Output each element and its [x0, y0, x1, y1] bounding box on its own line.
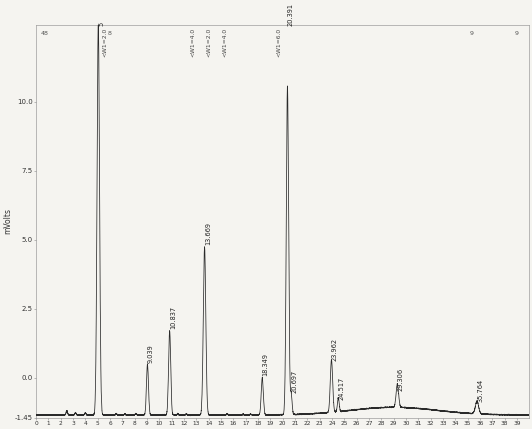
Text: 10.837: 10.837 [170, 306, 176, 329]
Text: 9.039: 9.039 [148, 344, 154, 363]
Text: 5: 5 [99, 22, 105, 26]
Text: 8: 8 [107, 30, 111, 36]
Text: <W1=4.0: <W1=4.0 [191, 27, 196, 57]
Text: 29.306: 29.306 [398, 368, 404, 391]
Text: 48: 48 [41, 30, 49, 36]
Text: <W1=4.0: <W1=4.0 [222, 27, 227, 57]
Text: 20.697: 20.697 [292, 370, 298, 393]
Text: 9: 9 [470, 30, 474, 36]
Text: 35.764: 35.764 [478, 378, 484, 402]
Text: <W1=2.0: <W1=2.0 [207, 27, 212, 57]
Text: 20.391: 20.391 [288, 3, 294, 26]
Text: 23.962: 23.962 [332, 338, 338, 361]
Text: 13.669: 13.669 [205, 222, 211, 245]
Text: 24.517: 24.517 [339, 377, 345, 400]
Text: <W1=2.0: <W1=2.0 [102, 27, 107, 57]
Y-axis label: mVolts: mVolts [3, 208, 12, 234]
Text: <W1=6.0: <W1=6.0 [277, 27, 281, 57]
Text: 18.349: 18.349 [263, 353, 269, 376]
Text: 9: 9 [514, 30, 518, 36]
